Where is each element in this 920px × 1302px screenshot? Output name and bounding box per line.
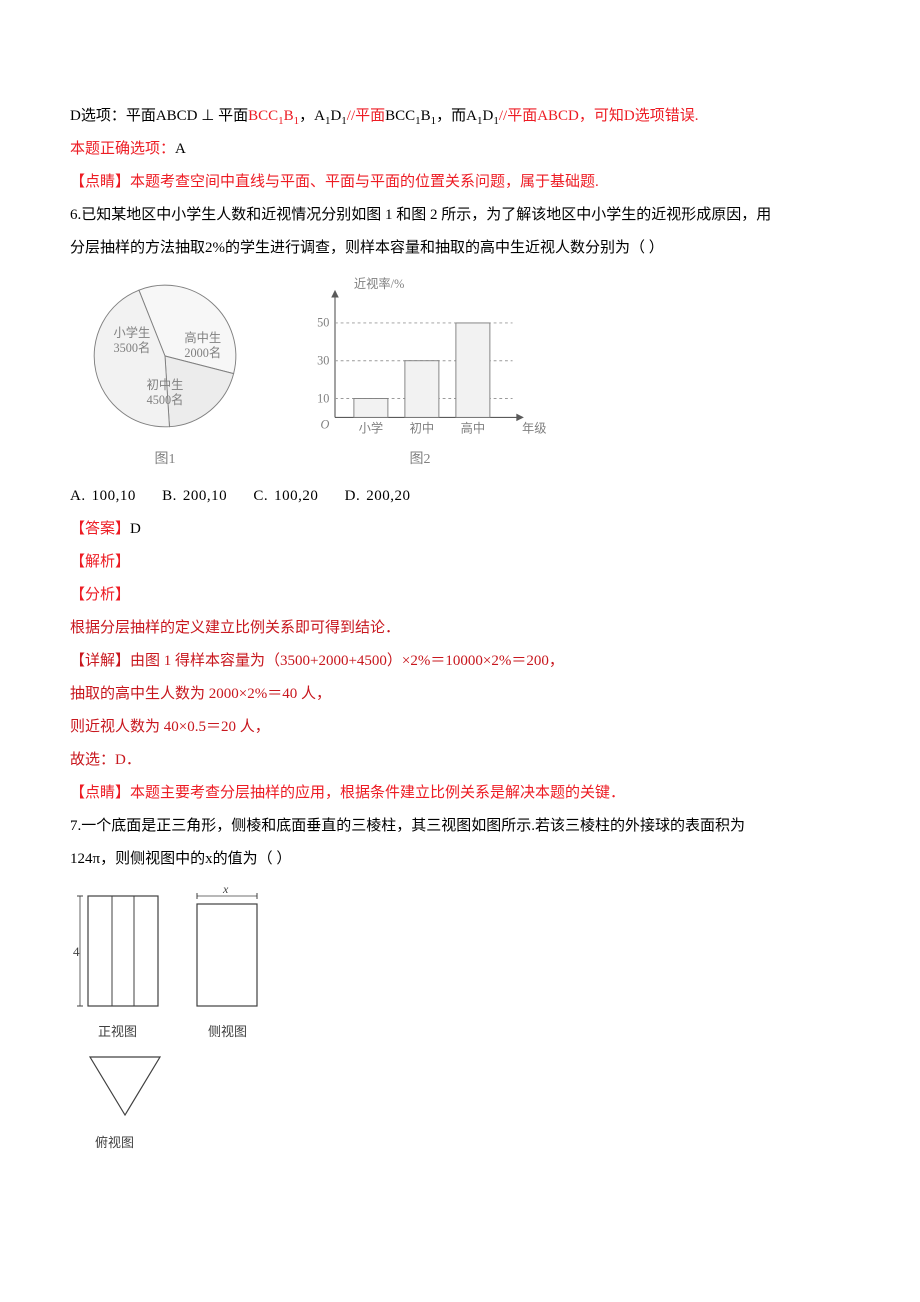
tv-top-block: 俯视图 <box>75 1047 850 1158</box>
txt: ，A <box>299 108 325 124</box>
svg-text:10: 10 <box>317 391 329 405</box>
p6-detail-4: 故选：D． <box>70 744 850 777</box>
option-c: C.100,20 <box>253 480 318 513</box>
p6-analysis-text: 根据分层抽样的定义建立比例关系即可得到结论． <box>70 612 850 645</box>
p7-stem-line1: 7.一个底面是正三角形，侧棱和底面垂直的三棱柱，其三视图如图所示.若该三棱柱的外… <box>70 810 850 843</box>
p6-detail-3: 则近视人数为 40×0.5＝20 人， <box>70 711 850 744</box>
p6-caption1: 图1 <box>155 445 176 476</box>
p6-answer: 【答案】D <box>70 513 850 546</box>
pie-chart: 小学生3500名 高中生2000名初中生4500名 <box>70 271 260 441</box>
option-b: B.200,10 <box>162 480 227 513</box>
svg-text:x: x <box>222 886 229 896</box>
txt: BCC <box>248 108 278 124</box>
p5-review: 【点睛】本题考查空间中直线与平面、平面与平面的位置关系问题，属于基础题. <box>70 166 850 199</box>
svg-text:O: O <box>320 418 329 432</box>
svg-text:3500名: 3500名 <box>114 340 151 355</box>
svg-text:初中生: 初中生 <box>147 377 184 392</box>
txt: D <box>483 108 494 124</box>
tv-side-block: x 侧视图 <box>185 886 270 1047</box>
txt: B <box>284 108 294 124</box>
option-d: D.200,20 <box>345 480 411 513</box>
svg-text:近视率/%: 近视率/% <box>354 276 404 291</box>
svg-text:小学: 小学 <box>359 421 384 436</box>
svg-text:小学生: 小学生 <box>114 325 151 340</box>
p6-options: A.100,10 B.200,10 C.100,20 D.200,20 <box>70 480 850 513</box>
answer-label: 【答案】 <box>70 521 130 537</box>
p6-detail-2: 抽取的高中生人数为 2000×2%＝40 人， <box>70 678 850 711</box>
p6-section-fenxi: 【分析】 <box>70 579 850 612</box>
p6-section-analysis: 【解析】 <box>70 546 850 579</box>
txt: D选项：平面ABCD ⊥ 平面 <box>70 108 248 124</box>
tv-front-block: 4 正视图 <box>70 886 165 1047</box>
tv-top-caption: 俯视图 <box>95 1129 134 1158</box>
svg-text:高中: 高中 <box>461 421 486 436</box>
p7-three-views: 4 正视图 x 侧视图 俯视图 <box>70 886 850 1157</box>
svg-text:50: 50 <box>317 316 329 330</box>
p6-stem-line1: 6.已知某地区中小学生人数和近视情况分别如图 1 和图 2 所示，为了解该地区中… <box>70 199 850 232</box>
p6-figure1-block: 小学生3500名 高中生2000名初中生4500名 图1 <box>70 271 260 476</box>
txt: //平面ABCD，可知D选项错误. <box>499 108 699 124</box>
p5-line-d-option: D选项：平面ABCD ⊥ 平面BCC1B1，A1D1//平面BCC1B1，而A1… <box>70 100 850 133</box>
answer-value: D <box>130 521 141 537</box>
svg-text:30: 30 <box>317 354 329 368</box>
tv-side-caption: 侧视图 <box>208 1018 247 1047</box>
txt: B <box>421 108 431 124</box>
option-a: A.100,10 <box>70 480 136 513</box>
txt: //平面 <box>347 108 385 124</box>
side-view: x <box>185 886 270 1016</box>
front-view: 4 <box>70 886 165 1016</box>
svg-text:4: 4 <box>73 944 80 959</box>
p6-stem-line2: 分层抽样的方法抽取2%的学生进行调查，则样本容量和抽取的高中生近视人数分别为（ … <box>70 232 850 265</box>
p6-detail-1: 【详解】由图 1 得样本容量为（3500+2000+4500）×2%＝10000… <box>70 645 850 678</box>
txt: A <box>175 141 186 157</box>
tv-row-top: 4 正视图 x 侧视图 <box>70 886 850 1047</box>
p6-review: 【点睛】本题主要考查分层抽样的应用，根据条件建立比例关系是解决本题的关键． <box>70 777 850 810</box>
p6-figures: 小学生3500名 高中生2000名初中生4500名 图1 10 30 50 小学 初中 高中… <box>70 271 850 476</box>
p5-correct-option: 本题正确选项：A <box>70 133 850 166</box>
top-view <box>75 1047 175 1127</box>
txt: ，而A <box>436 108 477 124</box>
txt: D <box>330 108 341 124</box>
svg-text:2000名: 2000名 <box>184 345 221 360</box>
bar-chart: 10 30 50 小学 初中 高中 O 年级 近视率/% <box>290 271 550 441</box>
p7-stem-line2: 124π，则侧视图中的x的值为（ ） <box>70 843 850 876</box>
svg-text:年级: 年级 <box>522 422 547 436</box>
tv-front-caption: 正视图 <box>98 1018 137 1047</box>
svg-text:初中: 初中 <box>410 421 435 436</box>
svg-text:高中生: 高中生 <box>184 330 221 345</box>
txt: BCC <box>385 108 415 124</box>
p6-caption2: 图2 <box>410 445 431 476</box>
p6-figure2-block: 10 30 50 小学 初中 高中 O 年级 近视率/% 图2 <box>290 271 550 476</box>
svg-text:4500名: 4500名 <box>147 392 184 407</box>
txt: 本题正确选项： <box>70 141 175 157</box>
